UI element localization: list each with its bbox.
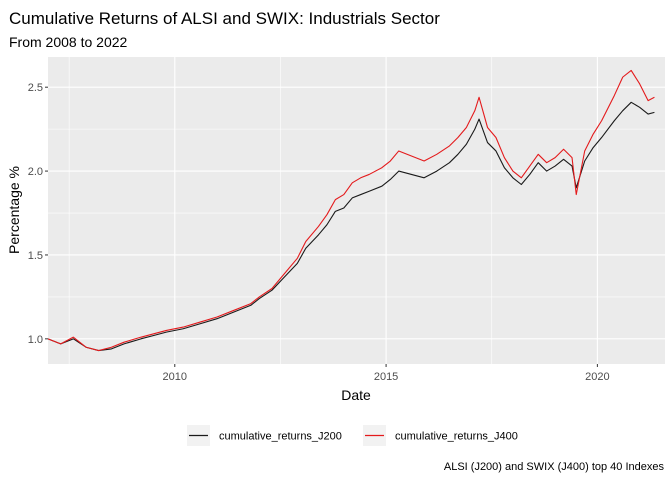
series-layer [47, 69, 655, 352]
grid-minor [48, 57, 665, 364]
y-tick-label: 1.5 [28, 250, 43, 262]
chart-subtitle: From 2008 to 2022 [9, 34, 128, 50]
x-axis-title: Date [341, 387, 371, 403]
y-axis-title: Percentage % [6, 166, 22, 254]
grid-major [48, 57, 665, 364]
x-tick-label: 2020 [585, 371, 609, 383]
x-axis: 2010 2015 2020 [163, 364, 610, 383]
x-tick-label: 2015 [374, 371, 398, 383]
legend: cumulative_returns_J200 cumulative_retur… [187, 425, 518, 446]
y-tick-label: 1.0 [28, 334, 43, 346]
x-tick-label: 2010 [163, 371, 187, 383]
chart-title: Cumulative Returns of ALSI and SWIX: Ind… [9, 9, 440, 28]
chart-caption: ALSI (J200) and SWIX (J400) top 40 Index… [444, 461, 665, 473]
legend-label-j200: cumulative_returns_J200 [219, 431, 342, 443]
y-tick-label: 2.0 [28, 166, 43, 178]
y-axis: 1.0 1.5 2.0 2.5 [28, 82, 48, 346]
plot-panel [48, 57, 665, 364]
legend-label-j400: cumulative_returns_J400 [395, 431, 518, 443]
series-line-j400 [47, 69, 655, 352]
y-tick-label: 2.5 [28, 82, 43, 94]
